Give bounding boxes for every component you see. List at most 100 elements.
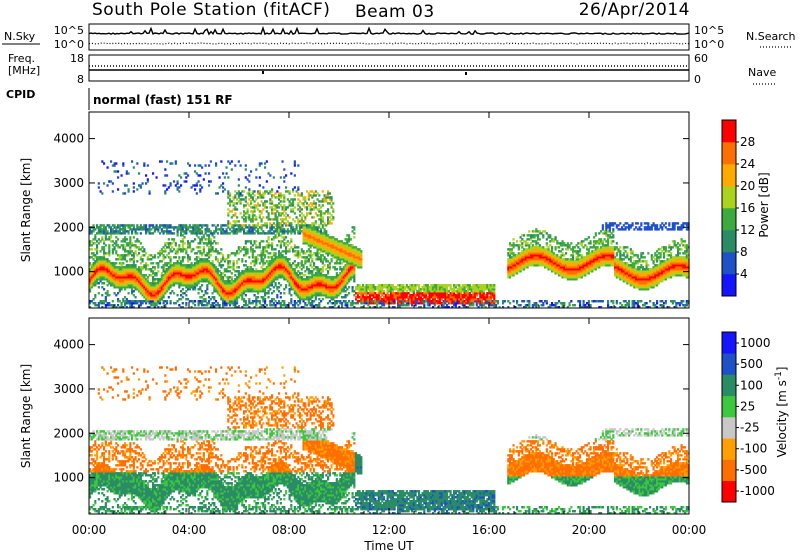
power-cell <box>217 242 219 244</box>
power-cell <box>289 216 291 218</box>
power-cell <box>248 214 250 216</box>
power-cell <box>182 288 184 290</box>
power-cell <box>166 300 168 302</box>
power-cell <box>271 188 273 190</box>
nsky-panel <box>89 24 689 50</box>
power-cell <box>310 250 312 252</box>
power-cell <box>126 260 128 262</box>
power-cell <box>194 300 196 302</box>
power-cell <box>180 176 182 178</box>
power-cell <box>189 164 191 166</box>
power-cell <box>226 166 228 168</box>
power-cell <box>154 254 156 256</box>
power-cell <box>350 238 352 240</box>
power-cell <box>224 188 226 190</box>
power-cell <box>136 260 138 262</box>
power-cell <box>108 294 110 296</box>
nsky-label: N.Sky <box>4 30 36 43</box>
power-cell <box>213 296 215 298</box>
power-cell <box>212 260 214 262</box>
power-cell <box>245 164 247 166</box>
power-cell <box>213 236 215 238</box>
power-cell <box>122 262 124 264</box>
power-cell <box>254 250 256 252</box>
power-cell <box>233 260 235 262</box>
power-cell <box>112 300 114 302</box>
power-cell <box>324 264 326 266</box>
power-cell <box>276 244 278 246</box>
power-cell <box>331 222 333 224</box>
power-cell <box>217 258 219 260</box>
power-cell <box>264 298 266 300</box>
power-cell <box>175 242 177 244</box>
power-cell <box>278 186 280 188</box>
power-cell <box>177 180 179 182</box>
power-cell <box>224 176 226 178</box>
power-cell <box>205 164 207 166</box>
power-cell <box>171 162 173 164</box>
freq-dip-1 <box>262 71 264 74</box>
power-cell <box>98 182 100 184</box>
power-cell <box>238 220 240 222</box>
power-cell <box>248 180 250 182</box>
power-cell <box>259 184 261 186</box>
power-cell <box>315 220 317 222</box>
power-cell <box>199 174 201 176</box>
power-cell <box>105 244 107 246</box>
power-cell <box>285 236 287 238</box>
power-cell <box>117 238 119 240</box>
power-cell <box>294 220 296 222</box>
power-cell <box>133 190 135 192</box>
power-cell <box>222 172 224 174</box>
power-cell <box>210 254 212 256</box>
power-cell <box>289 190 291 192</box>
power-cell <box>273 176 275 178</box>
power-cell <box>94 294 96 296</box>
beam-label: Beam 03 <box>355 2 435 22</box>
power-cell <box>313 216 315 218</box>
power-cell <box>294 206 296 208</box>
power-cell <box>112 182 114 184</box>
power-cell <box>383 290 385 292</box>
power-cell <box>313 262 315 264</box>
power-cell <box>198 180 200 182</box>
power-cell <box>226 172 228 174</box>
power-cell <box>198 292 200 294</box>
power-cell <box>322 298 324 300</box>
power-cell <box>117 170 119 172</box>
power-cell <box>275 252 277 254</box>
power-cell <box>194 188 196 190</box>
power-cell <box>248 188 250 190</box>
power-cell <box>332 216 334 218</box>
power-cell <box>348 286 350 288</box>
freq-tick-low: 8 <box>77 73 84 86</box>
power-cell <box>290 172 292 174</box>
power-cell <box>283 292 285 294</box>
power-cell <box>348 292 350 294</box>
power-cell <box>157 270 159 272</box>
power-cell <box>294 174 296 176</box>
power-cell <box>115 162 117 164</box>
power-cell <box>255 240 257 242</box>
power-cell <box>322 190 324 192</box>
freq-label-2: [MHz] <box>8 64 40 77</box>
power-cell <box>124 192 126 194</box>
cpid-label: CPID <box>6 88 35 101</box>
power-cell <box>322 204 324 206</box>
power-cell <box>215 162 217 164</box>
power-cell <box>280 292 282 294</box>
power-cell <box>107 184 109 186</box>
power-cell <box>325 230 327 232</box>
freq-panel <box>89 55 689 81</box>
power-cell <box>112 190 114 192</box>
power-cell <box>184 236 186 238</box>
power-cell <box>238 160 240 162</box>
power-cell <box>217 224 219 226</box>
power-cell <box>301 192 303 194</box>
power-cell <box>238 184 240 186</box>
power-cell <box>101 236 103 238</box>
nsearch-trace <box>89 43 689 44</box>
power-cell <box>259 300 261 302</box>
freq-frame <box>89 55 689 81</box>
